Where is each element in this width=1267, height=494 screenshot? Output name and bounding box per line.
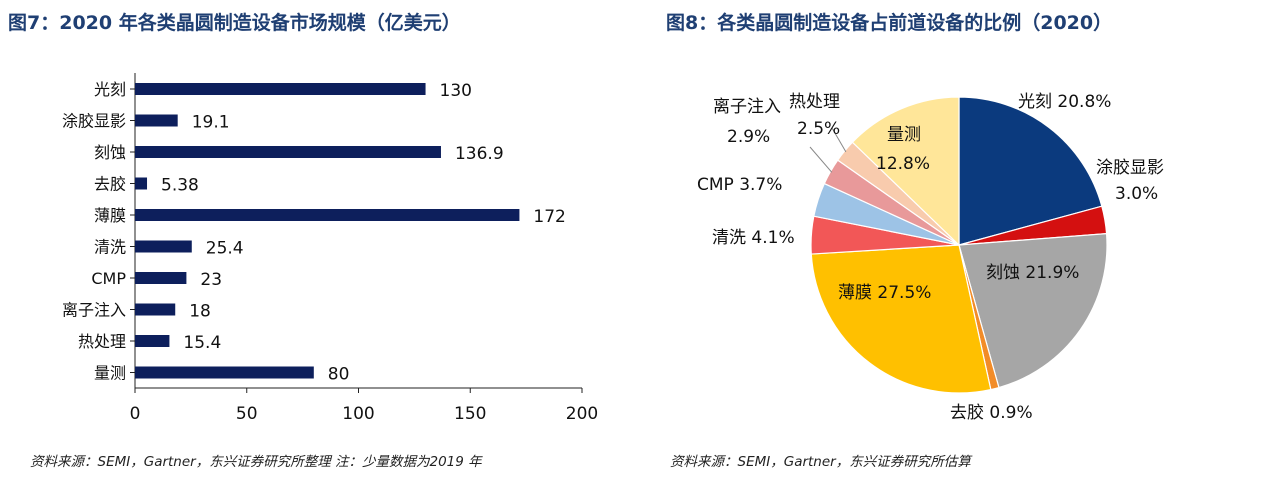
bar [135,366,314,379]
bar [135,177,148,190]
bar [135,303,176,316]
slice-label: 去胶 0.9% [950,403,1033,423]
bar [135,146,441,158]
pie-slice [958,232,1108,389]
bar-value-label: 130 [440,81,472,101]
y-tick-label: 薄膜 [94,206,126,225]
slice-label: 量测 [887,125,921,145]
bar [135,335,170,347]
bar-value-label: 5.38 [161,176,199,196]
bar [135,114,178,127]
slice-label: 12.8% [876,154,930,174]
bar-value-label: 19.1 [192,113,230,133]
slice-label: 刻蚀 21.9% [986,263,1079,283]
slice-label: 光刻 20.8% [1018,92,1111,112]
bar-value-label: 136.9 [455,144,504,164]
y-tick-label: 刻蚀 [94,143,126,162]
bar-chart-title: 图7：2020 年各类晶圆制造设备市场规模（亿美元） [8,12,461,34]
pie-chart-source: 资料来源：SEMI，Gartner，东兴证券研究所估算 [670,454,971,470]
y-tick-label: 涂胶显影 [62,112,126,131]
bar [135,83,426,95]
bar-value-label: 172 [533,207,565,227]
bar [135,240,192,253]
bar-value-label: 15.4 [183,333,221,353]
x-tick-label: 200 [566,404,598,424]
slice-label: 清洗 4.1% [712,228,795,248]
x-tick-label: 150 [454,404,486,424]
slice-label: 2.9% [727,127,770,147]
bar-value-label: 80 [328,365,350,385]
leader-line [809,146,833,173]
bar-chart-source: 资料来源：SEMI，Gartner，东兴证券研究所整理 注：少量数据为2019 … [30,454,482,470]
bar-value-label: 25.4 [206,239,244,259]
x-tick-label: 0 [130,404,141,424]
pie-slice [810,244,992,394]
bar [135,209,520,221]
y-tick-label: 量测 [94,364,126,383]
slice-label: 2.5% [797,119,840,139]
slice-label: CMP 3.7% [697,175,782,195]
pie-chart-title: 图8：各类晶圆制造设备占前道设备的比例（2020） [666,12,1113,34]
y-tick-label: 去胶 [94,175,126,194]
bar [135,272,187,284]
y-tick-label: 光刻 [94,80,126,99]
leader-line [831,127,847,153]
pie-slice [958,96,1103,246]
x-tick-label: 50 [236,404,258,424]
slice-label: 3.0% [1115,184,1158,204]
slice-label: 热处理 [789,92,840,112]
y-tick-label: 离子注入 [62,301,126,320]
y-tick-label: 热处理 [78,332,126,351]
pie-chart: 光刻 20.8% 涂胶显影 3.0% 刻蚀 21.9% 去胶 0.9% 薄膜 27.5% 清… [697,92,1164,423]
x-tick-label: 100 [342,404,374,424]
pie-slice [851,96,960,247]
bar-value-label: 23 [200,270,222,290]
slice-label: 薄膜 27.5% [838,283,931,303]
slice-label: 离子注入 [713,97,781,117]
slice-label: 涂胶显影 [1096,158,1164,178]
y-tick-label: CMP [91,269,126,288]
bar-value-label: 18 [189,302,211,322]
bar-chart: 光刻 130 涂胶显影 19.1 刻蚀 136.9 去胶 5.38 薄膜 172 清洗 25.4 CMP… [62,73,598,424]
y-tick-label: 清洗 [94,238,126,257]
